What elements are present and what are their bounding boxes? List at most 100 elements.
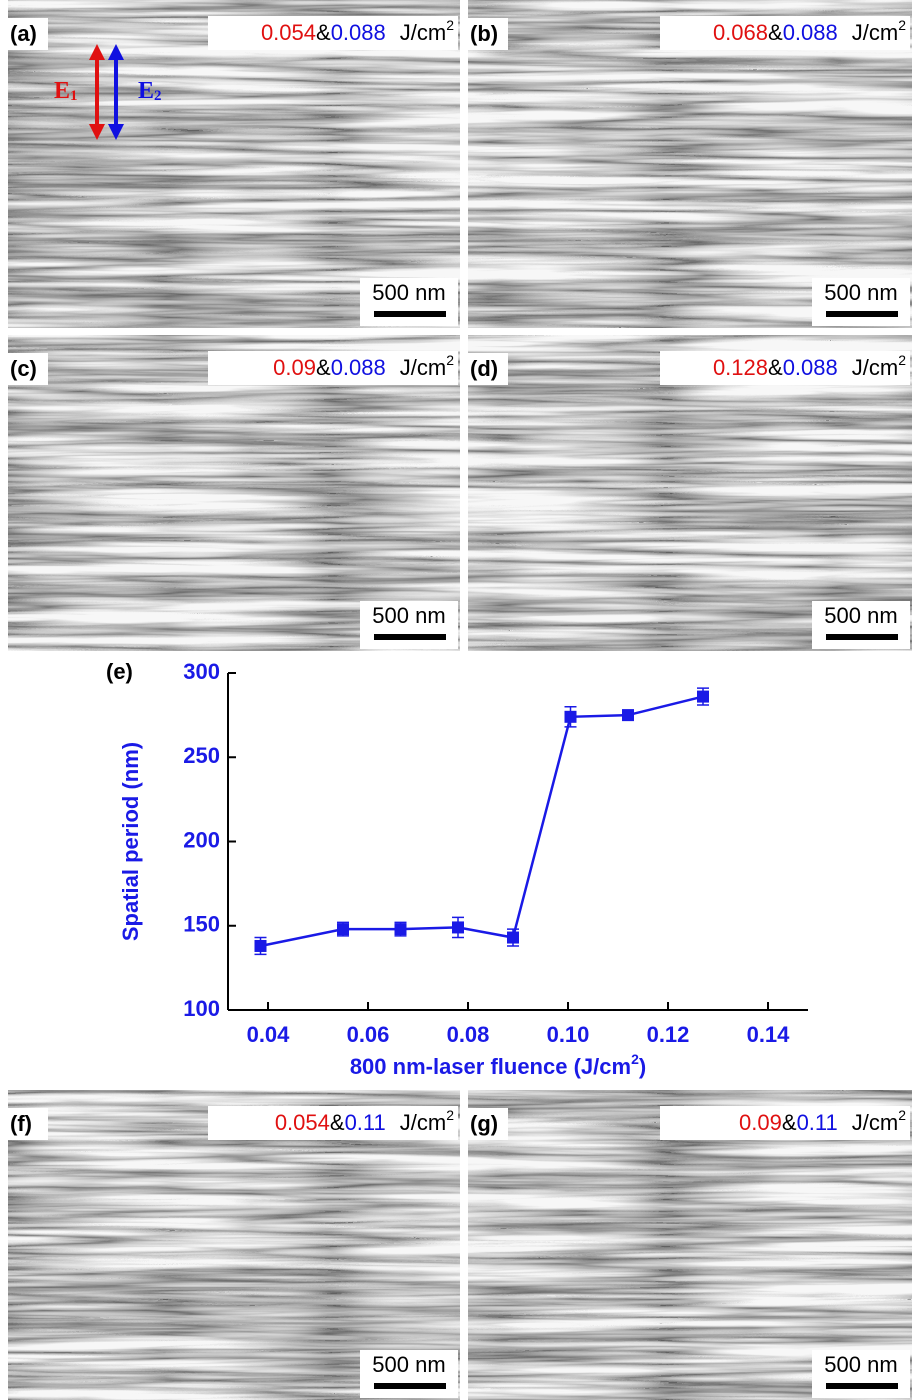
scale-box <box>812 278 910 326</box>
unit-exponent: 2 <box>446 1107 454 1123</box>
scale-bar-label: 500 nm <box>824 1352 897 1377</box>
unit-exponent: 2 <box>446 17 454 33</box>
fluence-2: 0.088 <box>783 355 838 380</box>
x-tick-label: 0.10 <box>547 1022 590 1047</box>
data-point <box>337 923 349 936</box>
unit: J/cm <box>852 355 898 380</box>
scale-bar <box>826 311 898 317</box>
fluence-1: 0.054 <box>261 20 316 45</box>
fluence-label: 0.09&0.11 J/cm2 <box>739 1107 906 1135</box>
y-tick-label: 150 <box>183 912 220 937</box>
sem-panel: (b) 0.068&0.088 J/cm2 500 nm <box>468 0 912 328</box>
unit-exponent: 2 <box>898 1107 906 1123</box>
data-point <box>697 690 709 703</box>
e2: E <box>138 78 154 104</box>
x-title-main: 800 nm-laser fluence (J/cm <box>350 1054 631 1079</box>
sem-panel: (d) 0.128&0.088 J/cm2 500 nm <box>468 335 912 651</box>
fluence-2: 0.11 <box>345 1110 386 1135</box>
panel-label: (g) <box>470 1111 498 1136</box>
fluence-1: 0.054 <box>275 1110 330 1135</box>
scale-bar <box>374 1383 446 1389</box>
panel-label: (d) <box>470 356 498 381</box>
separator: & <box>768 20 783 45</box>
unit: J/cm <box>400 1110 446 1135</box>
panel-label: (c) <box>10 356 37 381</box>
data-point <box>452 921 464 934</box>
sem-panel: (c) 0.09&0.088 J/cm2 500 nm <box>8 335 460 651</box>
separator: & <box>782 1110 797 1135</box>
fluence-1: 0.09 <box>739 1110 782 1135</box>
fluence-box <box>208 351 458 385</box>
scale-box <box>360 278 458 326</box>
fluence-box <box>660 351 910 385</box>
e1: E <box>54 78 70 104</box>
unit: J/cm <box>852 1110 898 1135</box>
x-axis-title: 800 nm-laser fluence (J/cm2) <box>350 1051 646 1079</box>
fluence-2: 0.088 <box>331 355 386 380</box>
e2-label: E2 <box>138 78 162 105</box>
panel-label-box <box>8 353 48 385</box>
panel-label: (f) <box>10 1111 32 1136</box>
fluence-box <box>208 16 458 50</box>
sem-image <box>8 1090 460 1400</box>
sem-image <box>8 0 460 328</box>
e2-sub: 2 <box>154 88 162 104</box>
x-tick-label: 0.08 <box>447 1022 490 1047</box>
fluence-label: 0.054&0.11 J/cm2 <box>275 1107 454 1135</box>
panel-label-box <box>468 1108 508 1140</box>
fluence-1: 0.128 <box>713 355 768 380</box>
sem-image <box>468 1090 912 1400</box>
panel-label-box <box>8 18 48 50</box>
scale-bar-label: 500 nm <box>372 280 445 305</box>
panel-label-box <box>8 1108 48 1140</box>
scale-bar-label: 500 nm <box>372 603 445 628</box>
y-tick-label: 250 <box>183 743 220 768</box>
fluence-1: 0.09 <box>273 355 316 380</box>
x-title-exp: 2 <box>631 1051 639 1067</box>
unit-exponent: 2 <box>898 352 906 368</box>
x-tick-label: 0.06 <box>347 1022 390 1047</box>
unit-exponent: 2 <box>898 17 906 33</box>
data-line <box>260 695 704 948</box>
separator: & <box>316 20 331 45</box>
unit: J/cm <box>852 20 898 45</box>
scale-box <box>812 1350 910 1398</box>
scale-bar-label: 500 nm <box>824 603 897 628</box>
fluence-2: 0.088 <box>783 20 838 45</box>
data-point <box>254 939 267 952</box>
data-point <box>622 709 634 722</box>
sem-panel: (g) 0.09&0.11 J/cm2 500 nm <box>468 1090 912 1400</box>
data-point <box>507 931 519 944</box>
unit-exponent: 2 <box>446 352 454 368</box>
scale-bar <box>374 634 446 640</box>
separator: & <box>768 355 783 380</box>
panel-label-box <box>468 18 508 50</box>
scale-bar <box>826 634 898 640</box>
panel-label: (b) <box>470 21 498 46</box>
separator: & <box>316 355 331 380</box>
fluence-box <box>660 1106 910 1140</box>
x-title-end: ) <box>639 1054 646 1079</box>
fluence-label: 0.09&0.088 J/cm2 <box>273 352 454 380</box>
scale-box <box>360 1350 458 1398</box>
y-tick-label: 300 <box>183 659 220 684</box>
sem-panel: (a) 0.054&0.088 J/cm2 500 nm <box>8 0 460 328</box>
fluence-label: 0.054&0.088 J/cm2 <box>261 17 454 45</box>
separator: & <box>330 1110 345 1135</box>
x-tick-label: 0.14 <box>747 1022 791 1047</box>
scale-box <box>812 601 910 649</box>
panel-label: (a) <box>10 21 37 46</box>
panel-label-box <box>468 353 508 385</box>
data-point <box>564 710 577 723</box>
fluence-1: 0.068 <box>713 20 768 45</box>
scale-bar <box>826 1383 898 1389</box>
y-tick-label: 100 <box>183 996 220 1021</box>
fluence-box <box>208 1106 458 1140</box>
sem-image <box>468 0 912 328</box>
data-point <box>394 923 407 936</box>
scale-box <box>360 601 458 649</box>
fluence-box <box>660 16 910 50</box>
